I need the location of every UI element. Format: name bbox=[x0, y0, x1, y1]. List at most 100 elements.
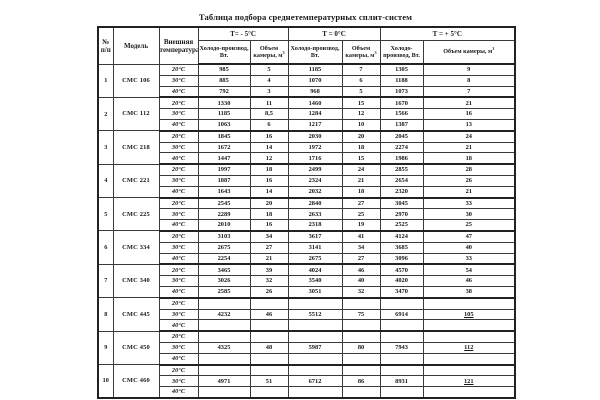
split-systems-table: № п/п Модель Внешняя температура Т= - 5°… bbox=[97, 26, 517, 399]
col-header-cooling-2: Холодо-производ, Вт. bbox=[287, 40, 343, 65]
value-cell: 2654 bbox=[379, 174, 424, 187]
model-name: СМС 112 bbox=[112, 96, 160, 132]
table-row: 40°С bbox=[98, 352, 516, 366]
table-row: 40°С 2254 21 2675 27 3096 33 bbox=[98, 252, 516, 266]
value-cell: 6 bbox=[341, 74, 381, 87]
value-cell bbox=[249, 352, 289, 366]
value-cell: 1284 bbox=[287, 108, 343, 120]
value-cell: 16 bbox=[422, 108, 516, 120]
value-cell: 3141 bbox=[287, 241, 343, 254]
model-name: СМС 218 bbox=[112, 130, 160, 165]
col-header-volume-1: Объем камеры, м3 bbox=[249, 40, 289, 65]
value-cell bbox=[379, 319, 424, 333]
value-cell: 40 bbox=[422, 241, 516, 254]
col-header-volume-2: Объем камеры, м3 bbox=[341, 40, 381, 65]
value-cell: 48 bbox=[249, 341, 289, 354]
table-row: 40°С 1063 6 1217 10 1387 13 bbox=[98, 118, 516, 132]
value-cell bbox=[341, 319, 381, 333]
value-cell: 1460 bbox=[287, 96, 343, 110]
outdoor-temp-cell: 20°С bbox=[158, 130, 199, 143]
value-cell: 1845 bbox=[197, 130, 251, 143]
row-number: 7 bbox=[97, 263, 114, 299]
value-cell: 1387 bbox=[379, 118, 424, 132]
col-header-cooling-1: Холодо-производ, Вт. bbox=[197, 40, 251, 65]
outdoor-temp-cell: 20°С bbox=[158, 63, 199, 76]
table-row: 30°С 4232 46 5512 75 6914 105 bbox=[98, 308, 516, 321]
row-number: 8 bbox=[97, 297, 114, 332]
value-cell: 792 bbox=[197, 85, 251, 99]
outdoor-temp-cell: 30°С bbox=[158, 275, 199, 287]
value-cell: 885 bbox=[197, 74, 251, 87]
value-cell: 54 bbox=[422, 263, 516, 277]
value-cell: 19 bbox=[341, 219, 381, 232]
model-name: СМС 334 bbox=[112, 230, 160, 265]
table-row: 2 СМС 112 20°С 1330 11 1460 15 1670 21 bbox=[97, 96, 516, 132]
value-cell: 16 bbox=[249, 219, 289, 232]
value-cell: 2274 bbox=[379, 141, 424, 154]
outdoor-temp-cell: 40°С bbox=[158, 285, 199, 299]
value-cell bbox=[341, 386, 381, 399]
value-cell bbox=[422, 352, 516, 366]
value-cell: 121 bbox=[422, 375, 516, 388]
row-number: 10 bbox=[97, 364, 114, 399]
model-name: СМС 106 bbox=[112, 63, 160, 98]
outdoor-temp-cell: 40°С bbox=[158, 185, 199, 199]
value-cell: 3045 bbox=[379, 197, 424, 210]
value-cell: 968 bbox=[287, 85, 343, 99]
table-row: 30°С 885 4 1070 6 1188 8 bbox=[98, 74, 516, 87]
row-number: 5 bbox=[97, 197, 114, 232]
value-cell: 2318 bbox=[287, 219, 343, 232]
table-row: 30°С 3026 32 3540 40 4020 46 bbox=[98, 275, 516, 287]
outdoor-temp-cell: 20°С bbox=[158, 197, 199, 210]
col-group-minus5: Т= - 5°С bbox=[197, 26, 289, 41]
value-cell: 13 bbox=[422, 118, 516, 132]
value-cell bbox=[249, 386, 289, 399]
value-cell: 6914 bbox=[379, 308, 424, 321]
value-cell: 6712 bbox=[287, 375, 343, 388]
value-cell: 985 bbox=[197, 63, 251, 76]
value-cell: 46 bbox=[249, 308, 289, 321]
value-cell: 1063 bbox=[197, 118, 251, 132]
value-cell: 2675 bbox=[287, 252, 343, 266]
value-cell: 12 bbox=[341, 108, 381, 120]
value-cell bbox=[379, 352, 424, 366]
table-body: 1 СМС 106 20°С 985 5 1185 7 1305 9 30°С 885 4 1070 6 1… bbox=[97, 63, 516, 399]
col-header-volume-3: Объем камеры, м3 bbox=[422, 40, 516, 65]
outdoor-temp-cell: 40°С bbox=[158, 386, 199, 399]
col-header-cooling-3: Холодо-производ, Вт. bbox=[379, 40, 424, 65]
value-cell bbox=[422, 364, 516, 377]
table-row: 5 СМС 225 20°С 2545 20 2840 27 3045 33 bbox=[97, 197, 516, 232]
value-cell: 15 bbox=[341, 96, 381, 110]
value-cell: 33 bbox=[422, 197, 516, 210]
value-cell bbox=[379, 386, 424, 399]
row-number: 2 bbox=[97, 96, 114, 132]
value-cell: 1643 bbox=[197, 185, 251, 199]
outdoor-temp-cell: 30°С bbox=[158, 74, 199, 87]
table-row: 30°С 2675 27 3141 34 3685 40 bbox=[98, 241, 516, 254]
outdoor-temp-cell: 30°С bbox=[158, 241, 199, 254]
table-row: 1 СМС 106 20°С 985 5 1185 7 1305 9 bbox=[97, 63, 516, 98]
value-cell: 1972 bbox=[287, 141, 343, 154]
value-cell: 2030 bbox=[287, 130, 343, 143]
outdoor-temp-cell: 40°С bbox=[158, 352, 199, 366]
table-row: 40°С 1643 14 2032 18 2320 21 bbox=[98, 185, 516, 199]
outdoor-temp-cell: 20°С bbox=[158, 263, 199, 277]
value-cell: 21 bbox=[422, 141, 516, 154]
value-cell bbox=[422, 330, 516, 343]
value-cell: 2855 bbox=[379, 163, 424, 176]
value-cell bbox=[197, 330, 251, 343]
table-row: 40°С 792 3 968 5 1073 7 bbox=[98, 85, 516, 99]
value-cell: 24 bbox=[341, 163, 381, 176]
value-cell: 27 bbox=[249, 241, 289, 254]
value-cell: 4570 bbox=[379, 263, 424, 277]
value-cell: 5512 bbox=[287, 308, 343, 321]
outdoor-temp-cell: 30°С bbox=[158, 308, 199, 321]
value-cell: 4020 bbox=[379, 275, 424, 287]
outdoor-temp-cell: 40°С bbox=[158, 118, 199, 132]
value-cell: 39 bbox=[249, 263, 289, 277]
value-cell: 4 bbox=[249, 74, 289, 87]
value-cell: 2254 bbox=[197, 252, 251, 266]
header-group-row: № п/п Модель Внешняя температура Т= - 5°… bbox=[97, 26, 516, 65]
value-cell: 3540 bbox=[287, 275, 343, 287]
